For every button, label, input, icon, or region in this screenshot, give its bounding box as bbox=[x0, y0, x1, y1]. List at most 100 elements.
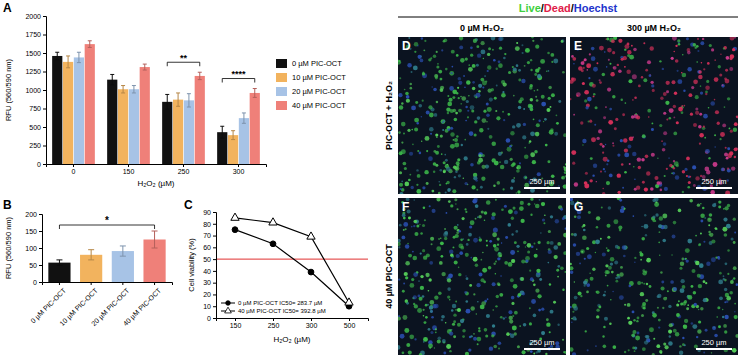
cell-speck bbox=[734, 315, 738, 319]
micrograph-background bbox=[398, 37, 566, 194]
cell-speck bbox=[608, 120, 613, 125]
cell-speck bbox=[570, 98, 571, 100]
cell-speck bbox=[423, 255, 427, 259]
cell-speck bbox=[615, 280, 618, 283]
cell-speck bbox=[460, 239, 463, 242]
cell-speck bbox=[475, 264, 479, 268]
cell-speck bbox=[443, 170, 446, 173]
cell-speck bbox=[457, 158, 460, 161]
cell-speck bbox=[708, 107, 710, 109]
scale-bar bbox=[696, 348, 732, 350]
cell-speck bbox=[646, 171, 650, 175]
cell-speck bbox=[581, 251, 583, 253]
cell-speck bbox=[531, 299, 536, 304]
tick-label: 150 bbox=[25, 228, 37, 235]
cell-speck bbox=[495, 260, 497, 262]
cell-speck bbox=[652, 89, 655, 92]
legend: 0 µM PIC-OCT IC50= 283.7 µM40 µM PIC-OCT… bbox=[221, 300, 326, 314]
tick: 40 µM PIC-OCT bbox=[122, 282, 164, 328]
cell-speck bbox=[718, 280, 723, 285]
cell-speck bbox=[676, 121, 679, 124]
cell-speck bbox=[456, 135, 458, 137]
cell-speck bbox=[544, 118, 547, 121]
cell-speck bbox=[572, 316, 576, 320]
cell-speck bbox=[494, 97, 497, 100]
cell-speck bbox=[663, 112, 666, 115]
scale-bar-label: 250 µm bbox=[701, 338, 726, 347]
cell-speck bbox=[618, 191, 621, 194]
tick-mark bbox=[213, 283, 216, 284]
cell-speck bbox=[476, 45, 479, 48]
cell-speck bbox=[479, 238, 482, 241]
cell-speck bbox=[590, 277, 594, 281]
cell-speck bbox=[708, 157, 710, 159]
cell-speck bbox=[469, 284, 472, 287]
cell-speck bbox=[512, 325, 517, 330]
cell-speck bbox=[514, 241, 517, 244]
cell-speck bbox=[505, 316, 507, 318]
cell-speck bbox=[571, 150, 576, 155]
cell-speck bbox=[399, 105, 404, 110]
cell-speck bbox=[444, 228, 446, 230]
cell-speck bbox=[447, 287, 451, 291]
cell-speck bbox=[595, 106, 598, 109]
cell-speck bbox=[521, 44, 523, 46]
cell-speck bbox=[666, 119, 668, 121]
cell-speck bbox=[462, 329, 465, 332]
cell-speck bbox=[492, 232, 497, 237]
cell-speck bbox=[617, 64, 619, 66]
cell-speck bbox=[470, 163, 474, 167]
cell-speck bbox=[459, 230, 461, 232]
cell-speck bbox=[734, 147, 738, 151]
tick-mark bbox=[59, 282, 60, 285]
cell-speck bbox=[487, 107, 492, 112]
cell-speck bbox=[593, 67, 598, 72]
cell-speck bbox=[449, 350, 451, 352]
series-line bbox=[235, 218, 349, 303]
tick-label: 10 bbox=[203, 303, 211, 310]
cell-speck bbox=[627, 303, 631, 307]
cell-speck bbox=[652, 219, 655, 222]
cell-speck bbox=[464, 182, 467, 185]
cell-speck bbox=[673, 51, 674, 52]
cell-speck bbox=[673, 167, 675, 169]
cell-speck bbox=[645, 299, 648, 302]
cell-speck bbox=[556, 114, 558, 116]
cell-speck bbox=[531, 245, 534, 248]
cell-speck bbox=[517, 345, 520, 348]
significance-label: **** bbox=[231, 69, 246, 79]
tick-mark bbox=[39, 231, 42, 232]
cell-speck bbox=[436, 246, 441, 251]
cell-speck bbox=[547, 241, 550, 244]
cell-speck bbox=[650, 74, 652, 76]
cell-speck bbox=[663, 297, 667, 301]
cell-speck bbox=[510, 278, 514, 282]
cell-speck bbox=[705, 149, 710, 154]
cell-speck bbox=[522, 350, 526, 354]
cell-speck bbox=[408, 254, 412, 258]
cell-speck bbox=[708, 218, 710, 220]
y-axis-title: RFU (560/590 nm) bbox=[4, 58, 13, 121]
cell-speck bbox=[641, 226, 643, 228]
cell-speck bbox=[493, 184, 496, 187]
cell-speck bbox=[642, 134, 646, 138]
cell-speck bbox=[419, 353, 422, 355]
cell-speck bbox=[550, 241, 554, 245]
tick: 500 bbox=[29, 124, 46, 131]
tick: 2000 bbox=[25, 13, 46, 20]
cell-speck bbox=[440, 86, 444, 90]
panel-label: C bbox=[184, 198, 193, 212]
cell-speck bbox=[727, 249, 730, 252]
cell-speck bbox=[402, 351, 405, 354]
cell-speck bbox=[548, 97, 551, 100]
cell-speck bbox=[529, 270, 531, 272]
tick-label: 250 bbox=[178, 168, 190, 175]
cell-speck bbox=[610, 72, 614, 76]
cell-speck bbox=[570, 271, 573, 274]
cell-speck bbox=[586, 63, 591, 68]
cell-speck bbox=[583, 67, 585, 69]
cell-speck bbox=[698, 244, 701, 247]
cell-speck bbox=[465, 275, 466, 276]
cell-speck bbox=[459, 251, 463, 255]
cell-speck bbox=[491, 88, 494, 91]
